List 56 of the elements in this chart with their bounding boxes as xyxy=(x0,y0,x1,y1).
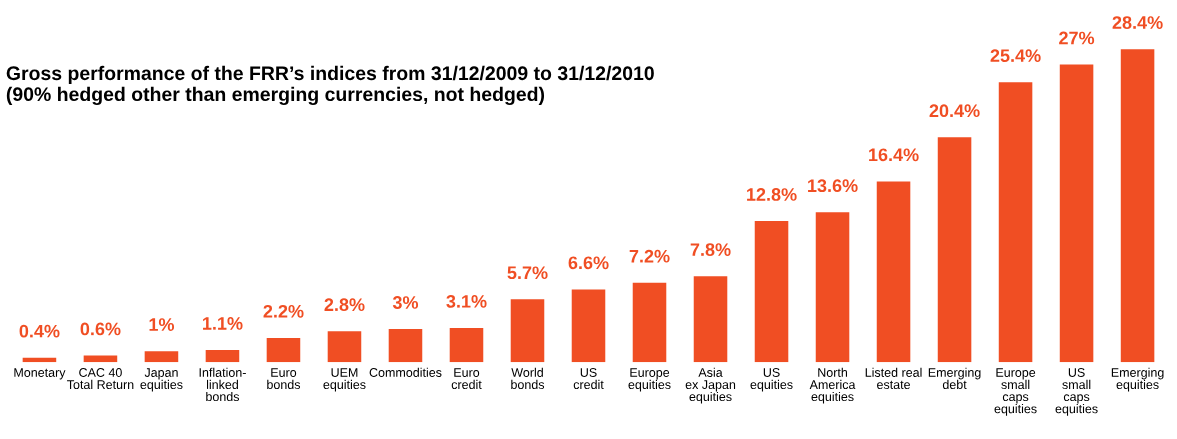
x-tick-label: Europe small caps equities xyxy=(994,368,1037,416)
data-label: 16.4% xyxy=(869,148,919,162)
data-label: 0.6% xyxy=(80,322,121,336)
data-label: 5.7% xyxy=(507,266,548,280)
bar xyxy=(205,350,240,363)
bar xyxy=(1059,64,1094,363)
x-tick-label: US equities xyxy=(750,368,793,392)
bar xyxy=(693,276,728,363)
x-tick-label: Europe equities xyxy=(628,368,671,392)
data-label: 2.2% xyxy=(263,304,304,318)
data-label: 3% xyxy=(392,296,419,309)
bar xyxy=(144,351,179,363)
bar xyxy=(327,331,362,363)
x-tick-label: World bonds xyxy=(511,367,545,390)
data-label: 3.1% xyxy=(446,294,487,308)
bar xyxy=(815,212,850,363)
x-tick-label: UEM equities xyxy=(323,368,366,392)
x-tick-label: Euro bonds xyxy=(267,368,301,390)
data-label: 7.2% xyxy=(629,249,670,263)
data-label: 13.6% xyxy=(808,179,858,193)
x-tick-label: Emerging equities xyxy=(1111,367,1164,392)
x-tick-label: Emerging debt xyxy=(928,367,981,390)
x-tick-label: US credit xyxy=(573,368,604,390)
data-label: 28.4% xyxy=(1112,16,1163,29)
x-tick-label: Listed real estate xyxy=(865,367,922,390)
bar xyxy=(1120,49,1155,363)
data-label: 0.4% xyxy=(19,324,60,338)
data-label: 20.4% xyxy=(929,104,980,118)
data-label: 2.8% xyxy=(324,298,365,312)
data-label: 6.6% xyxy=(568,256,609,270)
x-tick-label: CAC 40 Total Return xyxy=(67,368,134,390)
x-tick-label: Euro credit xyxy=(451,368,482,390)
data-label: 12.8% xyxy=(747,188,797,201)
x-tick-label: Commodities xyxy=(369,367,442,377)
x-tick-label: North America equities xyxy=(809,367,856,404)
x-tick-label: US small caps equities xyxy=(1055,368,1098,416)
bar xyxy=(388,329,423,363)
data-label: 7.8% xyxy=(690,243,731,256)
bar xyxy=(510,299,545,363)
data-label: 1% xyxy=(149,318,175,331)
bar xyxy=(449,328,484,363)
data-label: 25.4% xyxy=(990,49,1041,63)
x-tick-label: Inflation- linked bonds xyxy=(199,367,246,402)
bar xyxy=(266,337,301,363)
x-tick-label: Japan equities xyxy=(140,368,183,392)
x-tick-label: Asia ex Japan equities xyxy=(685,367,736,404)
bar xyxy=(632,282,667,363)
data-label: 1.1% xyxy=(203,317,243,330)
text: Gross performance of the FRR’s indices from 31/12/2009 to 31/12/2010 (90% hedged other than emerging currencies, not hedged) xyxy=(6,65,654,106)
x-tick-label: Monetary xyxy=(14,368,66,380)
bar xyxy=(998,82,1033,363)
bar xyxy=(876,181,911,363)
data-label: 27% xyxy=(1059,31,1095,45)
bar xyxy=(937,137,972,363)
bar xyxy=(754,221,789,363)
bar xyxy=(571,289,606,363)
